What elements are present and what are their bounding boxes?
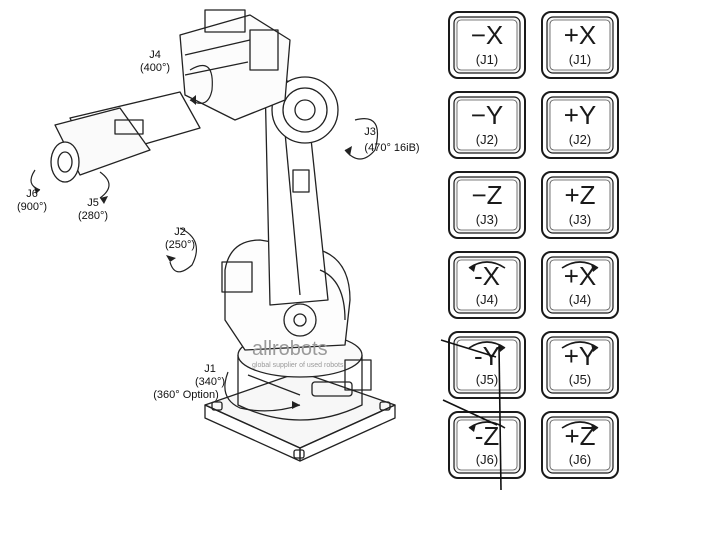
jog-key-minus-rz-j6[interactable]: -Z (J6) [448, 411, 526, 479]
jog-key-plus-z-j3[interactable]: +Z (J3) [541, 171, 619, 239]
svg-text:(J3): (J3) [569, 212, 591, 227]
rotation-arc-icon [468, 341, 506, 349]
watermark-brand: allrobots [252, 338, 328, 360]
rotation-arc-icon [468, 261, 506, 269]
jog-keypad: −X (J1) +X (J1) −Y (J2) +Y (J2) −Z (J3) … [440, 11, 619, 491]
jog-key-minus-x-j1[interactable]: −X (J1) [448, 11, 526, 79]
jog-key-minus-ry-j5[interactable]: -Y (J5) [448, 331, 526, 399]
rotation-arc-icon [561, 261, 599, 269]
jog-key-minus-y-j2[interactable]: −Y (J2) [448, 91, 526, 159]
svg-text:+Y: +Y [564, 341, 597, 371]
svg-text:(J2): (J2) [569, 132, 591, 147]
jog-key-plus-ry-j5[interactable]: +Y (J5) [541, 331, 619, 399]
svg-text:(J3): (J3) [476, 212, 498, 227]
svg-text:−Y: −Y [471, 100, 504, 130]
robot-upper-arm [50, 9, 291, 183]
jog-key-plus-rx-j4[interactable]: +X (J4) [541, 251, 619, 319]
jog-key-minus-rx-j4[interactable]: -X (J4) [448, 251, 526, 319]
rotation-arc-icon [468, 421, 506, 429]
svg-text:(J4): (J4) [476, 292, 498, 307]
svg-text:(J5): (J5) [476, 372, 498, 387]
jog-key-plus-y-j2[interactable]: +Y (J2) [541, 91, 619, 159]
svg-text:(J6): (J6) [569, 452, 591, 467]
joint-label-j3: J3 [364, 126, 376, 138]
svg-text:+Y: +Y [564, 100, 597, 130]
svg-text:+Z: +Z [564, 421, 595, 451]
svg-text:(J5): (J5) [569, 372, 591, 387]
svg-text:(J2): (J2) [476, 132, 498, 147]
svg-text:(J4): (J4) [569, 292, 591, 307]
svg-text:-Y: -Y [474, 341, 500, 371]
rotation-arrows [30, 65, 379, 412]
joint-label-j1: J1 [204, 363, 216, 375]
svg-text:(J1): (J1) [476, 52, 498, 67]
svg-text:-Z: -Z [475, 421, 500, 451]
joint-range-j6: (900°) [17, 201, 47, 213]
watermark-tagline: global supplier of used robots [252, 362, 344, 369]
svg-text:−X: −X [471, 20, 504, 50]
rotation-arc-icon [561, 341, 599, 349]
rotation-arc-icon [561, 421, 599, 429]
svg-text:(J6): (J6) [476, 452, 498, 467]
jog-key-plus-rz-j6[interactable]: +Z (J6) [541, 411, 619, 479]
robot-elbow [271, 76, 339, 144]
joint-range-j3: (470° 16iB) [364, 142, 419, 154]
svg-text:+Z: +Z [564, 180, 595, 210]
joint-range-j2: (250°) [165, 239, 195, 251]
joint-label-j5: J5 [87, 197, 99, 209]
jog-key-minus-z-j3[interactable]: −Z (J3) [448, 171, 526, 239]
joint-label-j4: J4 [149, 49, 161, 61]
joint-range-j1: (340°) [195, 376, 225, 388]
joint-option-j1: (360° Option) [153, 389, 219, 401]
joint-label-j6: J6 [26, 188, 38, 200]
svg-text:-X: -X [474, 261, 500, 291]
robot-lower-arm [221, 79, 351, 351]
svg-text:+X: +X [564, 261, 597, 291]
robot-arm-diagram: allrobots global supplier of used robots… [17, 9, 420, 462]
joint-range-j5: (280°) [78, 210, 108, 222]
pointer-lines [440, 339, 502, 491]
svg-text:−Z: −Z [471, 180, 502, 210]
joint-label-j2: J2 [174, 226, 186, 238]
svg-text:+X: +X [564, 20, 597, 50]
svg-text:(J1): (J1) [569, 52, 591, 67]
joint-range-j4: (400°) [140, 62, 170, 74]
jog-key-plus-x-j1[interactable]: +X (J1) [541, 11, 619, 79]
